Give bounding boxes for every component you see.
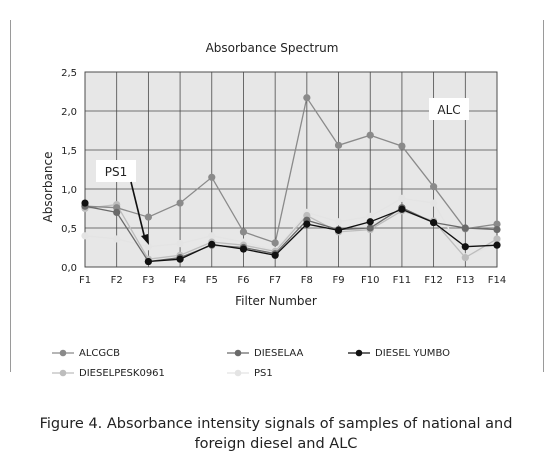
data-point-dieselaa — [113, 208, 121, 216]
legend-marker-icon — [52, 369, 74, 377]
legend-label: DIESELAA — [254, 348, 304, 359]
y-tick-label: 2,5 — [61, 68, 77, 79]
data-point-alcgcb — [398, 142, 406, 150]
legend-marker-icon — [52, 349, 74, 357]
ps1-annotation-arrow — [130, 181, 146, 240]
x-axis-label: Filter Number — [235, 294, 317, 308]
data-point-alcgcb — [176, 199, 184, 207]
data-point-alcgcb — [239, 228, 248, 236]
data-point-ps1 — [366, 212, 374, 220]
legend: ALCGCB DIESELAA DIESEL YUMBO DIESELPESK0961… — [51, 348, 531, 388]
data-point-diesel-yumbo — [271, 251, 279, 259]
data-point-diesel-yumbo — [366, 218, 374, 226]
data-point-diesel-yumbo — [430, 218, 438, 227]
legend-item-alcgcb: ALCGCB — [51, 348, 120, 359]
data-point-alcgcb — [493, 220, 501, 228]
x-tick-label: F8 — [301, 275, 313, 286]
data-point-ps1 — [81, 232, 89, 240]
chart-title: Absorbance Spectrum — [206, 41, 339, 55]
data-point-ps1 — [176, 240, 184, 248]
y-tick-label: 0,0 — [61, 263, 77, 274]
data-point-diesel-yumbo — [81, 199, 89, 207]
data-point-diesel-yumbo — [493, 241, 501, 249]
data-point-diesel-yumbo — [239, 245, 248, 253]
ps1-arrow-head — [141, 234, 149, 245]
series-line-diesel-yumbo — [148, 208, 498, 263]
data-point-diesel-yumbo — [461, 243, 469, 251]
legend-item-dieselaa: DIESELAA — [226, 348, 303, 359]
data-point-ps1 — [144, 243, 152, 251]
series-line-dieselpesk0961 — [84, 203, 498, 260]
x-tick-label: F9 — [332, 275, 344, 286]
series-line-alcgcb — [84, 96, 498, 244]
data-point-ps1 — [398, 194, 406, 202]
x-tick-label: F5 — [206, 275, 218, 286]
legend-label: ALCGCB — [79, 348, 120, 359]
x-tick-label: F13 — [456, 275, 474, 286]
data-point-diesel-yumbo — [303, 220, 311, 228]
legend-marker-icon — [227, 369, 249, 377]
plot-area: 0,0 0,5 1,0 1,5 2,0 2,5 F1 F2 F3 F4 F5 F6 F7 F8 F9 F10 F… — [61, 68, 506, 286]
x-tick-label: F6 — [237, 275, 249, 286]
legend-label: DIESELPESK0961 — [79, 368, 165, 379]
data-point-alcgcb — [366, 131, 374, 139]
legend-marker-icon — [227, 349, 249, 357]
data-point-alcgcb — [208, 173, 216, 181]
y-tick-label: 1,0 — [61, 185, 77, 196]
x-tick-label: F11 — [393, 275, 411, 286]
legend-label: PS1 — [254, 368, 273, 379]
ps1-annotation-box — [96, 160, 136, 182]
data-point-ps1 — [334, 218, 343, 226]
data-point-alcgcb — [303, 94, 311, 102]
data-point-diesel-yumbo — [144, 257, 152, 266]
data-point-diesel-yumbo — [398, 205, 406, 213]
y-tick-label: 0,5 — [61, 224, 77, 235]
data-point-alcgcb — [144, 213, 152, 221]
data-point-diesel-yumbo — [208, 240, 216, 248]
data-point-diesel-yumbo — [176, 255, 184, 263]
x-tick-label: F10 — [361, 275, 379, 286]
data-point-ps1 — [113, 235, 121, 243]
alc-annotation-label: ALC — [437, 103, 460, 117]
x-tick-label: F7 — [269, 275, 281, 286]
data-point-alcgcb — [430, 183, 438, 191]
data-point-alcgcb — [334, 141, 343, 149]
x-tick-label: F1 — [79, 275, 91, 286]
y-axis-label: Absorbance — [41, 152, 55, 223]
alc-annotation-box — [429, 98, 469, 120]
x-tick-label: F3 — [142, 275, 154, 286]
data-point-dieselpesk0961 — [493, 235, 501, 243]
data-point-alcgcb — [271, 239, 279, 247]
data-point-diesel-yumbo — [334, 226, 343, 234]
legend-item-ps1: PS1 — [226, 368, 273, 379]
figure-caption: Figure 4. Absorbance intensity signals o… — [0, 414, 552, 454]
legend-item-dieselpesk0961: DIESELPESK0961 — [51, 368, 165, 379]
x-tick-label: F4 — [174, 275, 186, 286]
data-point-dieselaa — [366, 224, 374, 232]
data-point-dieselaa — [461, 224, 469, 232]
data-point-ps1 — [430, 199, 438, 207]
y-tick-label: 2,0 — [61, 107, 77, 118]
legend-item-diesel-yumbo: DIESEL YUMBO — [347, 348, 450, 359]
y-tick-label: 1,5 — [61, 146, 77, 157]
x-tick-label: F2 — [111, 275, 123, 286]
series-line-ps1 — [84, 197, 498, 258]
caption-line-1: Figure 4. Absorbance intensity signals o… — [39, 416, 513, 432]
caption-line-2: foreign diesel and ALC — [194, 436, 358, 452]
legend-marker-icon — [348, 349, 370, 357]
data-point-dieselaa — [493, 225, 501, 234]
legend-label: DIESEL YUMBO — [375, 348, 450, 359]
data-point-dieselpesk0961 — [461, 254, 469, 262]
x-tick-label: F14 — [488, 275, 506, 286]
chart: Absorbance Spectrum 0,0 0,5 1,0 1,5 2,0 2,5 F1… — [41, 41, 506, 308]
data-point-ps1 — [208, 232, 216, 240]
x-tick-label: F12 — [424, 275, 442, 286]
ps1-annotation-label: PS1 — [105, 165, 128, 179]
figure-panel: Absorbance Spectrum 0,0 0,5 1,0 1,5 2,0 2,5 F1… — [10, 20, 544, 379]
